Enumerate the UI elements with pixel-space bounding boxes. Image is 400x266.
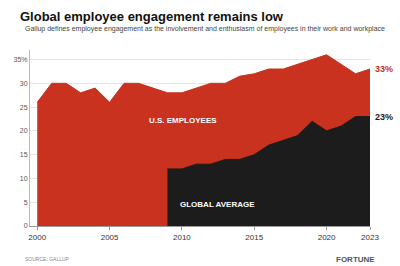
svg-text:15: 15 bbox=[20, 151, 28, 158]
svg-text:2023: 2023 bbox=[361, 233, 379, 242]
svg-text:2010: 2010 bbox=[173, 233, 191, 242]
svg-text:Gallup defines employee engage: Gallup defines employee engagement as th… bbox=[25, 25, 385, 33]
svg-text:GLOBAL AVERAGE: GLOBAL AVERAGE bbox=[180, 200, 255, 209]
svg-text:0: 0 bbox=[24, 222, 28, 229]
svg-text:FORTUNE: FORTUNE bbox=[336, 255, 375, 264]
svg-text:2020: 2020 bbox=[318, 233, 336, 242]
svg-text:23%: 23% bbox=[375, 112, 393, 122]
svg-text:SOURCE: GALLUP: SOURCE: GALLUP bbox=[25, 256, 70, 262]
svg-text:30: 30 bbox=[20, 80, 28, 87]
svg-text:2015: 2015 bbox=[245, 233, 263, 242]
svg-text:10: 10 bbox=[20, 175, 28, 182]
svg-text:20: 20 bbox=[20, 127, 28, 134]
svg-text:2005: 2005 bbox=[101, 233, 119, 242]
svg-text:2000: 2000 bbox=[28, 233, 46, 242]
svg-text:33%: 33% bbox=[375, 64, 393, 74]
svg-text:25: 25 bbox=[20, 104, 28, 111]
svg-text:5: 5 bbox=[24, 199, 28, 206]
svg-text:Global employee engagement rem: Global employee engagement remains low bbox=[20, 9, 284, 24]
svg-text:U.S. EMPLOYEES: U.S. EMPLOYEES bbox=[149, 116, 217, 125]
svg-text:35%: 35% bbox=[14, 56, 28, 63]
